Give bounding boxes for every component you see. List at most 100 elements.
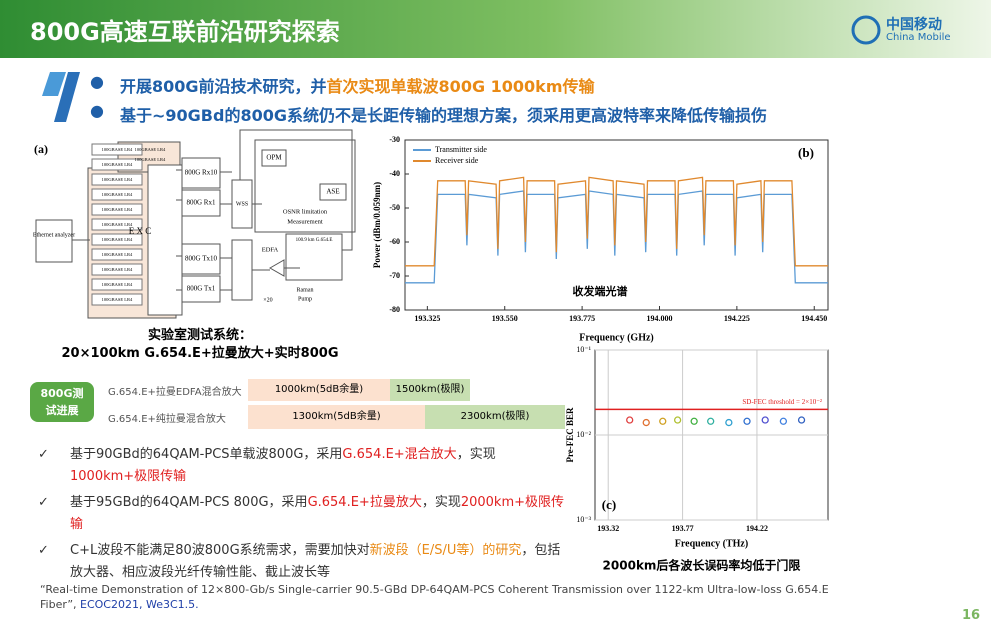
diagram-label: WSS — [236, 201, 248, 207]
text-segment: “Real-time Demonstration of 12×800-Gb/s … — [40, 583, 829, 611]
diagram-label: E X C — [129, 226, 152, 236]
diagram-label: 100GBASE LR4 — [102, 192, 133, 197]
point — [626, 416, 634, 424]
text-segment: ，实现 — [456, 447, 496, 462]
badge: 800G测 试进展 — [30, 382, 94, 422]
x-axis-label: Frequency (GHz) — [579, 332, 654, 343]
diagram-label: Raman — [297, 287, 314, 293]
point — [690, 417, 698, 425]
text-segment: 新波段（E/S/U等）的研究 — [369, 543, 522, 558]
x-tick-label: 194.22 — [746, 524, 768, 533]
diagram-label: 100.9 km G.654.E — [296, 238, 333, 243]
plot-frame — [404, 139, 829, 311]
text-segment: 基于90GBd的64QAM-PCS单载波800G，采用 — [70, 447, 343, 462]
point — [642, 418, 650, 427]
x-tick-label: 193.775 — [569, 314, 595, 323]
progress-bar: 1000km(5dB余量) — [248, 379, 390, 401]
header-bar — [0, 0, 991, 58]
point — [707, 417, 715, 425]
diagram-label: 100GBASE LR4 — [135, 147, 166, 152]
deco — [54, 72, 80, 122]
fig-caption: 实验室测试系统： 20×100km G.654.E+拉曼放大+实时800G — [60, 327, 340, 363]
caption-line: 20×100km G.654.E+拉曼放大+实时800G — [61, 346, 339, 361]
y-tick-label: 10⁻² — [576, 430, 591, 439]
progress-bar: 1500km(极限) — [390, 379, 470, 401]
point — [761, 416, 769, 424]
diagram-label: OSNR limitation — [283, 208, 328, 215]
diagram-label: EDFA — [262, 246, 279, 253]
diagram-label: 800G Tx10 — [185, 255, 217, 263]
bullet-dot: ● — [90, 101, 104, 120]
point — [743, 417, 751, 425]
item: 基于90GBd的64QAM-PCS单载波800G，采用G.654.E+混合放大，… — [70, 444, 570, 488]
diagram-label: 800G Rx10 — [185, 169, 218, 177]
text-segment: ，包括放大器、相应波段光纤传输性能、截止波长等 — [70, 543, 561, 580]
bullet: 开展800G前沿技术研究，并首次实现单载波800G 1000km传输 — [120, 73, 595, 97]
badge-line: 试进展 — [45, 404, 79, 417]
x-tick-label: 193.32 — [597, 524, 619, 533]
text-segment: 首次实现单载波800G 1000km传输 — [326, 77, 595, 96]
series-line — [405, 176, 828, 267]
diagram-label: ×20 — [263, 297, 272, 303]
x-axis-label: Frequency (THz) — [675, 538, 748, 549]
y-tick-label: -50 — [389, 203, 400, 212]
point — [779, 417, 788, 425]
y-tick-label: -80 — [389, 305, 400, 314]
diagram-label: 100GBASE LR4 — [102, 147, 133, 152]
reference: “Real-time Demonstration of 12×800-Gb/s … — [40, 582, 840, 612]
diagram-label: 100GBASE LR4 — [102, 237, 133, 242]
logo-en: China Mobile — [886, 32, 951, 43]
diagram-label: 800G Tx1 — [187, 285, 216, 293]
x-tick-label: 194.450 — [801, 314, 827, 323]
diagram-label: 100GBASE LR4 — [102, 252, 133, 257]
check: ✓ — [38, 543, 49, 558]
x-tick-label: 194.225 — [724, 314, 750, 323]
x-tick-label: 193.325 — [414, 314, 440, 323]
diagram-label: 100GBASE LR4 — [102, 177, 133, 182]
annotation: 收发端光谱 — [573, 284, 628, 298]
y-tick-label: 10⁻³ — [576, 515, 591, 524]
text-segment: 基于~90GBd的800G系统仍不是长距传输的理想方案，须采用更高波特率来降低传… — [120, 106, 767, 125]
chart-label: (b) — [798, 145, 814, 160]
text-segment: C+L波段不能满足80波800G系统需求，需要加快对 — [70, 543, 370, 558]
module-box — [91, 203, 143, 216]
logo-icon — [851, 15, 881, 45]
chart-caption: 2000km后各波长误码率均低于门限 — [603, 558, 801, 573]
bullet: 基于~90GBd的800G系统仍不是长距传输的理想方案，须采用更高波特率来降低传… — [120, 102, 767, 126]
bullet-dot: ● — [90, 72, 104, 91]
text-segment: G.654.E+拉曼放大 — [307, 495, 422, 510]
text-segment: ECOC2021, We3C1.5. — [80, 598, 199, 611]
legend-label: Transmitter side — [435, 145, 487, 154]
text-segment: 1000km+极限传输 — [70, 469, 187, 484]
deco — [42, 72, 66, 96]
module-box — [91, 143, 143, 156]
module-box — [91, 158, 143, 171]
point — [725, 418, 733, 427]
x-tick-label: 194.000 — [646, 314, 672, 323]
logo-cn: 中国移动 — [886, 17, 942, 33]
x-tick-label: 193.77 — [672, 524, 694, 533]
y-tick-label: -30 — [389, 135, 400, 144]
module-box — [91, 263, 143, 276]
threshold-label: SD-FEC threshold = 2×10⁻² — [742, 398, 822, 406]
diagram-label: 100GBASE LR4 — [102, 297, 133, 302]
chart-label: (c) — [602, 497, 616, 512]
y-tick-label: -60 — [389, 237, 400, 246]
diagram-label: 100GBASE LR4 — [102, 207, 133, 212]
module-box — [91, 248, 143, 261]
point — [797, 416, 806, 424]
text-segment: 基于95GBd的64QAM-PCS 800G，采用 — [70, 495, 308, 510]
diagram-label: Ethernet analyzer — [33, 232, 75, 238]
progress-bar: 2300km(极限) — [425, 405, 565, 429]
y-tick-label: 10⁻¹ — [576, 345, 591, 354]
module-box — [91, 278, 143, 291]
item: C+L波段不能满足80波800G系统需求，需要加快对新波段（E/S/U等）的研究… — [70, 540, 570, 584]
x-tick-label: 193.550 — [492, 314, 518, 323]
title: 800G高速互联前沿研究探索 — [30, 18, 340, 46]
diagram-label: ASE — [326, 188, 339, 196]
diagram-label: OPM — [266, 154, 282, 162]
diagram-label: 100GBASE LR4 — [102, 282, 133, 287]
